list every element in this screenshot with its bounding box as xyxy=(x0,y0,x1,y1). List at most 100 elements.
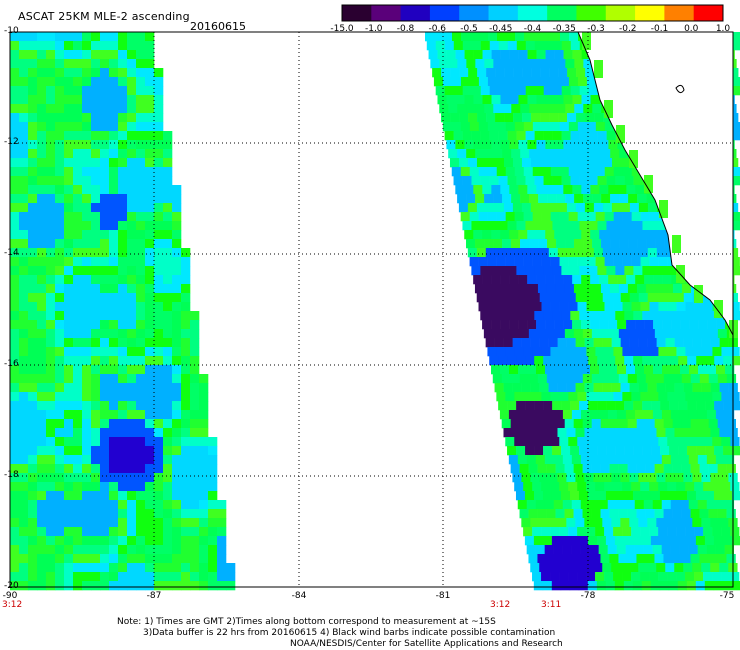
swath-cell xyxy=(652,545,662,555)
swath-cell xyxy=(154,500,164,510)
swath-cell xyxy=(708,464,718,474)
swath-cell xyxy=(64,203,74,213)
swath-cell xyxy=(701,518,711,528)
swath-cell xyxy=(493,239,503,249)
swath-cell xyxy=(667,527,677,537)
swath-cell xyxy=(582,419,593,429)
swath-cell xyxy=(118,176,128,186)
swath-cell xyxy=(566,338,576,348)
swath-cell xyxy=(732,401,740,411)
map-title: ASCAT 25KM MLE-2 ascending xyxy=(18,10,190,23)
swath-cell xyxy=(564,464,574,474)
swath-cell xyxy=(55,68,65,78)
swath-cell xyxy=(537,329,548,339)
swath-cell xyxy=(100,185,110,195)
swath-cell xyxy=(564,284,575,294)
swath-cell xyxy=(530,293,541,303)
swath-cell xyxy=(514,167,525,177)
swath-cell xyxy=(55,185,65,195)
swath-cell xyxy=(539,158,550,168)
swath-cell xyxy=(551,581,562,591)
swath-cell xyxy=(100,32,110,42)
swath-cell xyxy=(710,383,720,393)
swath-cell xyxy=(503,158,514,168)
swath-cell xyxy=(10,113,20,123)
swath-cell xyxy=(493,149,503,159)
swath-cell xyxy=(629,338,639,348)
swath-cell xyxy=(37,401,47,411)
swath-cell xyxy=(480,221,490,231)
swath-cell xyxy=(581,50,591,60)
swath-cell xyxy=(546,509,556,519)
swath-cell xyxy=(511,59,521,69)
swath-cell xyxy=(100,293,110,303)
swath-cell xyxy=(647,203,658,213)
swath-cell xyxy=(91,401,101,411)
swath-cell xyxy=(487,347,497,357)
swath-cell xyxy=(528,464,538,474)
swath-cell xyxy=(609,329,620,339)
swath-cell xyxy=(677,491,688,501)
swath-cell xyxy=(91,302,101,312)
swath-cell xyxy=(145,95,155,105)
swath-cell xyxy=(118,302,128,312)
swath-cell xyxy=(154,518,164,528)
swath-cell xyxy=(55,32,65,42)
swath-cell xyxy=(577,122,588,132)
swath-cell xyxy=(577,257,587,267)
swath-cell xyxy=(73,419,83,429)
swath-cell xyxy=(631,392,641,402)
swath-cell xyxy=(10,545,20,555)
swath-cell xyxy=(46,500,56,510)
map-grid xyxy=(10,32,733,587)
swath-cell xyxy=(627,509,637,519)
swath-cell xyxy=(109,419,119,429)
swath-cell xyxy=(145,572,155,582)
swath-cell xyxy=(37,212,47,222)
swath-cell xyxy=(64,401,74,411)
swath-cell xyxy=(566,248,577,258)
swath-cell xyxy=(629,428,639,438)
swath-cell xyxy=(136,221,146,231)
swath-cell xyxy=(82,536,92,546)
swath-cell xyxy=(145,257,155,267)
swath-cell xyxy=(549,113,559,123)
swath-cell xyxy=(82,50,92,60)
swath-cell xyxy=(82,257,92,267)
swath-cell xyxy=(451,167,462,177)
swath-cell xyxy=(190,437,200,447)
swath-cell xyxy=(82,563,92,573)
swath-cell xyxy=(609,464,619,474)
swath-cell xyxy=(10,374,20,384)
swath-cell xyxy=(127,266,137,276)
swath-cell xyxy=(606,266,616,276)
swath-cell xyxy=(64,86,74,96)
swath-cell xyxy=(73,140,83,150)
swath-cell xyxy=(685,302,695,312)
swath-cell xyxy=(616,500,627,510)
swath-cell xyxy=(514,77,525,87)
swath-cell xyxy=(503,338,513,348)
swath-cell xyxy=(208,473,218,483)
swath-cell xyxy=(544,545,554,555)
swath-cell xyxy=(574,59,584,69)
swath-cell xyxy=(620,203,631,213)
swath-cell xyxy=(136,239,146,249)
swath-cell xyxy=(217,581,227,591)
swath-cell xyxy=(608,140,618,150)
swath-cell xyxy=(685,347,695,357)
swath-cell xyxy=(100,140,110,150)
swath-cell xyxy=(725,365,735,375)
swath-cell xyxy=(525,221,535,231)
swath-cell xyxy=(562,410,573,420)
swath-cell xyxy=(559,167,570,177)
swath-cell xyxy=(55,266,65,276)
swath-cell xyxy=(199,455,209,465)
swath-cell xyxy=(91,545,101,555)
swath-cell xyxy=(536,50,546,60)
swath-cell xyxy=(64,104,74,114)
swath-cell xyxy=(593,248,604,258)
swath-cell xyxy=(199,383,209,393)
swath-cell xyxy=(46,167,56,177)
swath-cell xyxy=(73,302,83,312)
